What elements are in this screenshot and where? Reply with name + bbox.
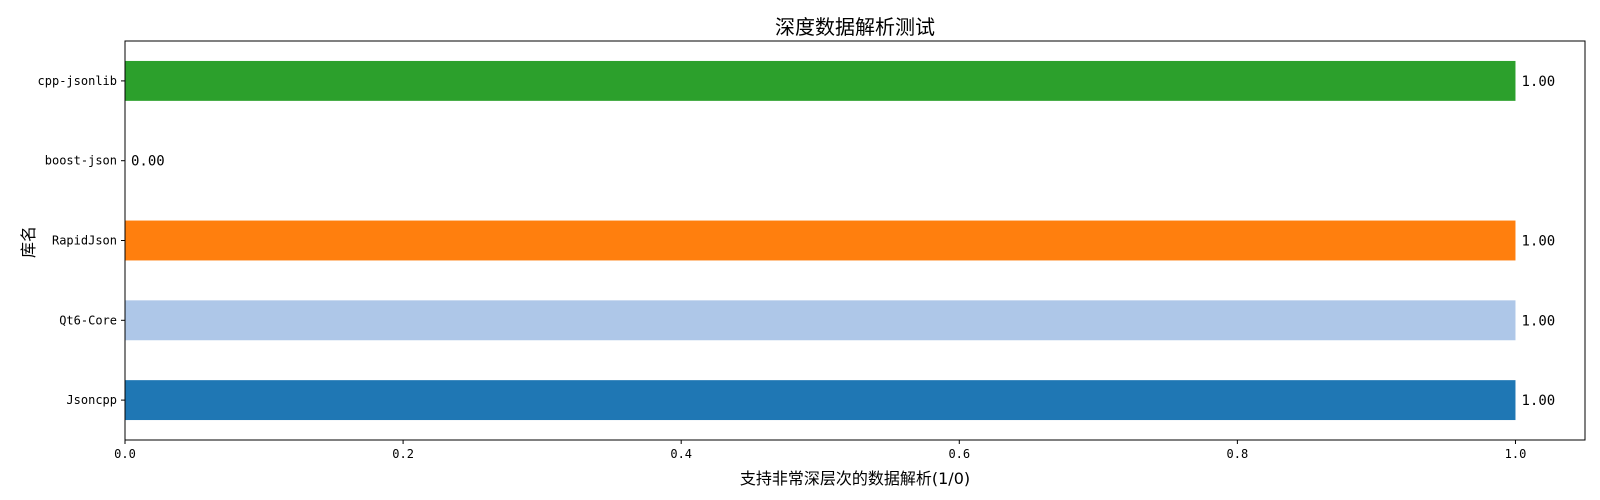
x-tick-label: 0.6 <box>948 447 970 461</box>
bar-rapidjson <box>125 220 1516 261</box>
x-axis-label: 支持非常深层次的数据解析(1/0) <box>740 469 970 488</box>
bar-cpp-jsonlib <box>125 60 1516 101</box>
bar-jsoncpp <box>125 380 1516 421</box>
data-label-boost-json: 0.00 <box>131 154 165 170</box>
x-tick-label: 0.8 <box>1227 447 1249 461</box>
x-tick-label: 0.4 <box>670 447 692 461</box>
data-label-jsoncpp: 1.00 <box>1521 393 1555 409</box>
data-label-rapidjson: 1.00 <box>1521 234 1555 250</box>
y-tick-label: boost-json <box>45 154 117 168</box>
x-tick-label: 0.2 <box>392 447 414 461</box>
x-tick-label: 1.0 <box>1505 447 1527 461</box>
data-labels-layer: 1.00 1.00 1.00 0.00 1.00 <box>131 74 1555 409</box>
axes-layer: Jsoncpp Qt6-Core RapidJson boost-json cpp-js… <box>38 74 1527 461</box>
y-tick-label: RapidJson <box>52 234 117 248</box>
y-tick-label: Qt6-Core <box>59 313 117 327</box>
plot-frame <box>124 40 1586 441</box>
data-label-qt6-core: 1.00 <box>1521 313 1555 329</box>
bars-layer <box>125 60 1516 421</box>
data-label-cpp-jsonlib: 1.00 <box>1521 74 1555 90</box>
y-axis-label: 库名 <box>19 226 38 258</box>
y-tick-label: Jsoncpp <box>66 393 117 407</box>
bar-qt6-core <box>125 300 1516 341</box>
chart-title: 深度数据解析测试 <box>775 15 935 39</box>
y-tick-label: cpp-jsonlib <box>38 74 117 88</box>
x-tick-label: 0.0 <box>114 447 136 461</box>
